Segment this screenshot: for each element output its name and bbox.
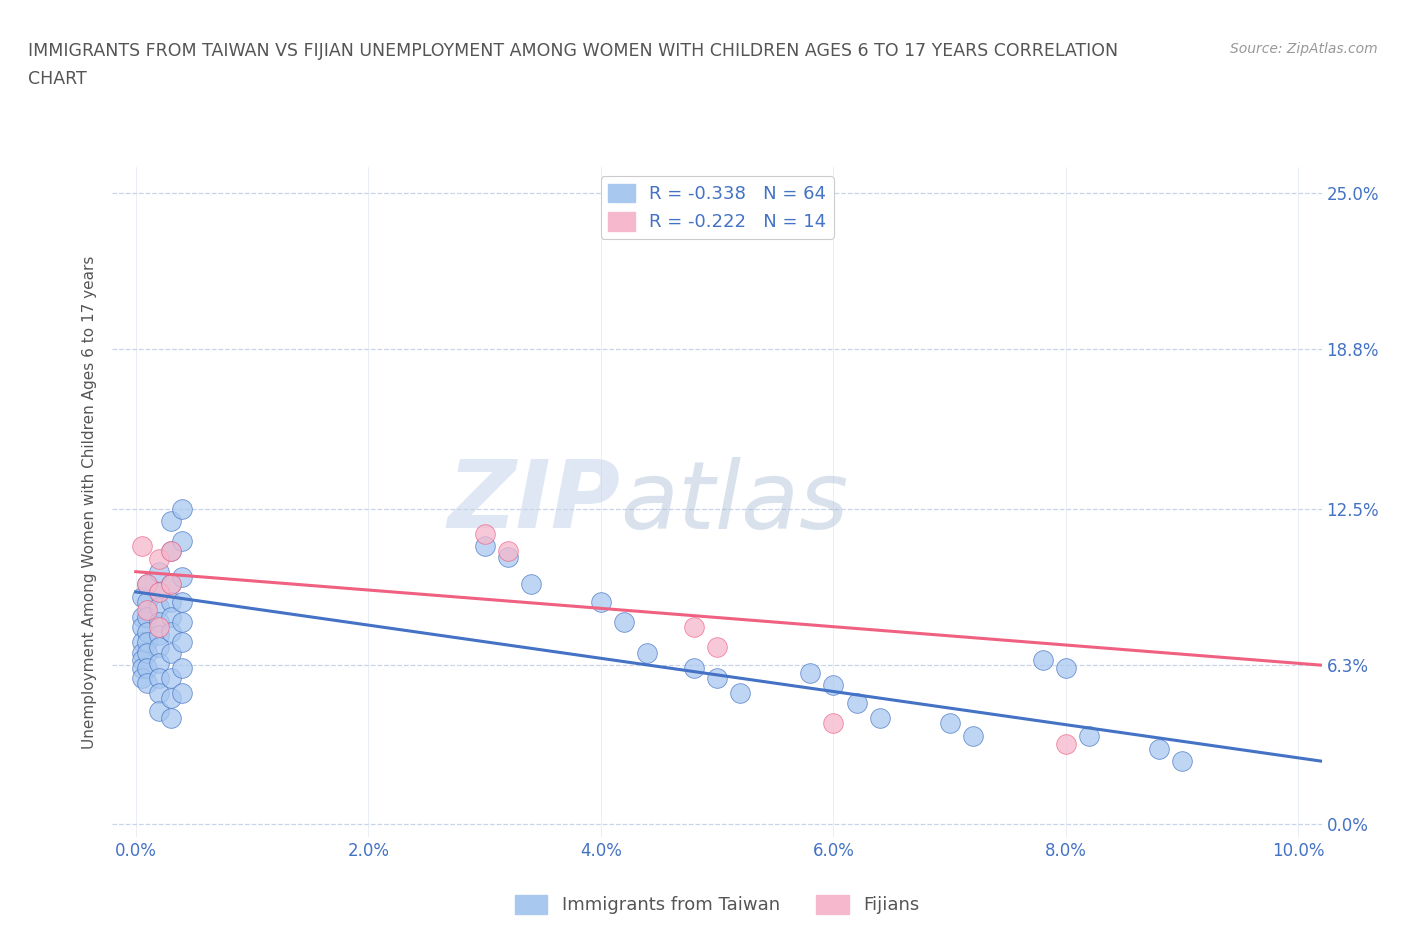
Point xyxy=(131,619,153,634)
Point xyxy=(682,660,704,675)
Point xyxy=(706,671,728,685)
Point xyxy=(1054,736,1077,751)
Point xyxy=(1171,753,1194,768)
Point xyxy=(136,594,159,609)
Point xyxy=(159,544,181,559)
Point xyxy=(159,577,181,591)
Point xyxy=(613,615,636,630)
Point xyxy=(159,625,181,640)
Point xyxy=(136,645,159,660)
Point xyxy=(159,544,181,559)
Point xyxy=(474,539,496,554)
Point xyxy=(474,526,496,541)
Point xyxy=(172,594,194,609)
Point xyxy=(1054,660,1077,675)
Point xyxy=(131,645,153,660)
Point xyxy=(136,660,159,675)
Point xyxy=(159,671,181,685)
Text: CHART: CHART xyxy=(28,70,87,87)
Point xyxy=(136,675,159,690)
Point xyxy=(1032,653,1054,668)
Point xyxy=(136,625,159,640)
Point xyxy=(845,696,868,711)
Point xyxy=(1147,741,1170,756)
Point xyxy=(136,577,159,591)
Legend: Immigrants from Taiwan, Fijians: Immigrants from Taiwan, Fijians xyxy=(508,888,927,922)
Point xyxy=(172,660,194,675)
Point xyxy=(962,728,984,743)
Point xyxy=(682,619,704,634)
Point xyxy=(823,716,845,731)
Point xyxy=(799,665,821,680)
Point xyxy=(1078,728,1101,743)
Text: ZIP: ZIP xyxy=(447,457,620,548)
Point xyxy=(148,565,170,579)
Point xyxy=(159,513,181,528)
Point xyxy=(938,716,960,731)
Point xyxy=(159,594,181,609)
Point xyxy=(159,610,181,625)
Point xyxy=(172,501,194,516)
Point xyxy=(148,656,170,671)
Point xyxy=(136,635,159,650)
Point xyxy=(496,544,519,559)
Point xyxy=(172,569,194,584)
Point xyxy=(131,590,153,604)
Point xyxy=(159,691,181,706)
Point xyxy=(520,577,543,591)
Point xyxy=(172,685,194,700)
Point xyxy=(496,549,519,564)
Point xyxy=(148,600,170,615)
Point xyxy=(131,610,153,625)
Point xyxy=(148,551,170,566)
Point xyxy=(823,678,845,693)
Point xyxy=(589,594,612,609)
Point xyxy=(148,615,170,630)
Point xyxy=(148,584,170,599)
Point xyxy=(172,615,194,630)
Point xyxy=(148,584,170,599)
Point xyxy=(131,671,153,685)
Point xyxy=(172,635,194,650)
Point xyxy=(131,539,153,554)
Point xyxy=(159,577,181,591)
Point xyxy=(148,619,170,634)
Point xyxy=(869,711,891,725)
Point xyxy=(636,645,658,660)
Point xyxy=(172,534,194,549)
Text: atlas: atlas xyxy=(620,457,849,548)
Point xyxy=(136,610,159,625)
Point xyxy=(159,645,181,660)
Text: IMMIGRANTS FROM TAIWAN VS FIJIAN UNEMPLOYMENT AMONG WOMEN WITH CHILDREN AGES 6 T: IMMIGRANTS FROM TAIWAN VS FIJIAN UNEMPLO… xyxy=(28,42,1118,60)
Point xyxy=(148,685,170,700)
Text: Source: ZipAtlas.com: Source: ZipAtlas.com xyxy=(1230,42,1378,56)
Point xyxy=(706,640,728,655)
Point xyxy=(136,602,159,617)
Point xyxy=(730,685,752,700)
Point xyxy=(148,628,170,643)
Point xyxy=(159,711,181,725)
Point xyxy=(148,703,170,718)
Point xyxy=(131,660,153,675)
Point xyxy=(148,640,170,655)
Y-axis label: Unemployment Among Women with Children Ages 6 to 17 years: Unemployment Among Women with Children A… xyxy=(82,256,97,749)
Point xyxy=(148,671,170,685)
Point xyxy=(131,635,153,650)
Point xyxy=(131,653,153,668)
Point xyxy=(136,577,159,591)
